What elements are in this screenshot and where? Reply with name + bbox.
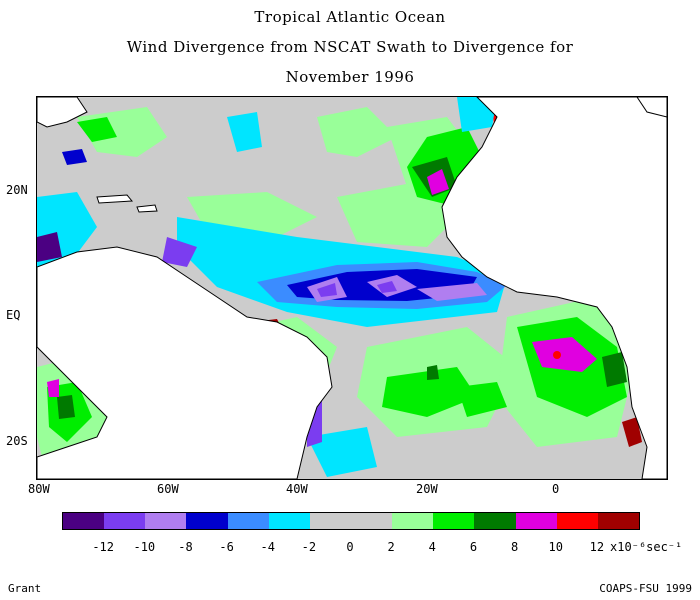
source-credit: COAPS-FSU 1999 bbox=[599, 582, 692, 595]
y-label-20s: 20S bbox=[6, 434, 28, 448]
legend-units: x10⁻⁶sec⁻¹ bbox=[610, 540, 683, 554]
x-label-60w: 60W bbox=[157, 482, 179, 496]
legend-tick-label: 10 bbox=[548, 540, 563, 554]
legend-swatch bbox=[474, 513, 516, 529]
legend-tick-label: 6 bbox=[469, 540, 478, 554]
legend-swatch bbox=[556, 513, 598, 529]
author-credit: Grant bbox=[8, 582, 42, 595]
legend-swatch bbox=[104, 513, 146, 529]
legend-swatch bbox=[145, 513, 187, 529]
x-label-40w: 40W bbox=[286, 482, 308, 496]
legend-tick-label: -2 bbox=[301, 540, 317, 554]
legend-swatch bbox=[433, 513, 475, 529]
map-canvas bbox=[37, 97, 667, 479]
africa-land bbox=[441, 97, 667, 479]
legend-tick-label: 12 bbox=[589, 540, 605, 554]
x-label-20w: 20W bbox=[416, 482, 438, 496]
legend-swatch bbox=[515, 513, 557, 529]
map-date: November 1996 bbox=[285, 68, 415, 86]
legend-tick-label: 8 bbox=[510, 540, 519, 554]
legend-tick-label: -10 bbox=[133, 540, 156, 554]
x-label-80w: 80W bbox=[28, 482, 50, 496]
north-america-land bbox=[37, 97, 88, 128]
legend-tick-label: 0 bbox=[346, 540, 354, 554]
legend-tick-label: 2 bbox=[387, 540, 395, 554]
color-legend bbox=[62, 512, 640, 530]
south-america-land bbox=[37, 246, 333, 479]
europe-land bbox=[636, 97, 667, 118]
legend-tick-label: 4 bbox=[428, 540, 436, 554]
caribbean-islands-2 bbox=[136, 204, 158, 213]
legend-swatch bbox=[227, 513, 269, 529]
divergence-band bbox=[37, 149, 627, 447]
map-title: Tropical Atlantic Ocean bbox=[254, 8, 446, 26]
map-subtitle: Wind Divergence from NSCAT Swath to Dive… bbox=[126, 38, 574, 56]
legend-tick-label: -4 bbox=[260, 540, 275, 554]
legend-swatch bbox=[186, 513, 228, 529]
legend-tick-label: -12 bbox=[92, 540, 115, 554]
legend-swatch bbox=[350, 513, 393, 529]
y-label-eq: EQ bbox=[6, 308, 21, 322]
land bbox=[37, 97, 667, 479]
legend-swatch bbox=[268, 513, 310, 529]
legend-tick-label: -8 bbox=[178, 540, 193, 554]
legend-swatch bbox=[392, 513, 434, 529]
legend-swatch bbox=[309, 513, 351, 529]
y-label-20n: 20N bbox=[6, 183, 28, 197]
divergence-map bbox=[36, 96, 668, 480]
legend-swatch bbox=[597, 513, 639, 529]
legend-tick-label: -6 bbox=[219, 540, 234, 554]
caribbean-islands bbox=[96, 194, 134, 204]
x-label-0: 0 bbox=[552, 482, 560, 496]
legend-swatch bbox=[63, 513, 105, 529]
